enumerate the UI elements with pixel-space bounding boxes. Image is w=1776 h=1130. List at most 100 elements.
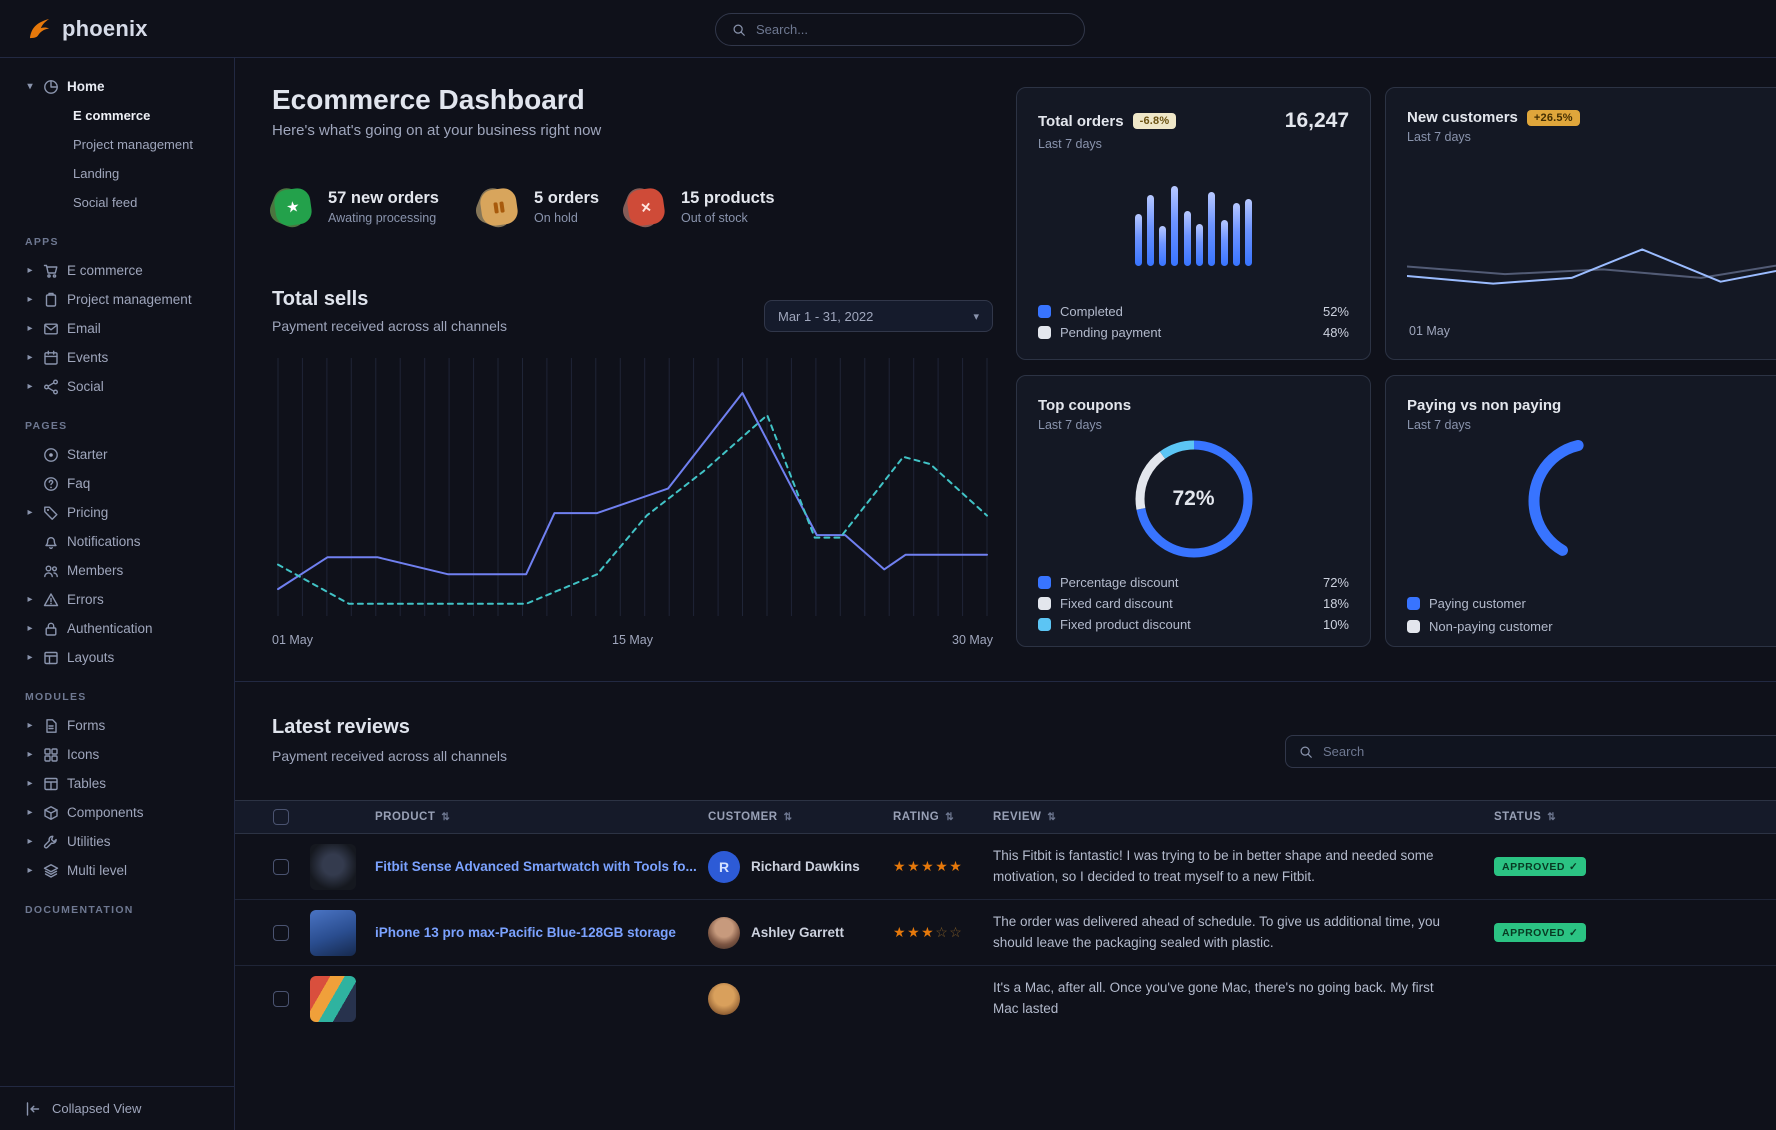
sidebar-item-notifications[interactable]: Notifications	[0, 527, 234, 556]
card-title: Paying vs non paying	[1407, 397, 1562, 414]
sidebar-section-modules: MODULES	[25, 691, 87, 703]
page-title: Ecommerce Dashboard	[272, 84, 585, 115]
collapse-left-icon	[25, 1101, 41, 1117]
sidebar-section-documentation: DOCUMENTATION	[25, 904, 134, 916]
stat-new-orders: ★ 57 new orders Awating processing	[266, 184, 439, 232]
question-circle-icon	[43, 476, 59, 492]
global-search[interactable]	[715, 13, 1085, 46]
stat-out-of-stock: × 15 products Out of stock	[619, 184, 775, 232]
sidebar-item-label: Pricing	[67, 505, 109, 520]
sidebar-item-label: Components	[67, 805, 144, 820]
sidebar-subitem-e-commerce[interactable]: E commerce	[73, 108, 151, 123]
lock-icon	[43, 621, 59, 637]
sidebar-item-starter[interactable]: Starter	[0, 440, 234, 469]
customer-name: Richard Dawkins	[751, 859, 860, 874]
sidebar-item-members[interactable]: Members	[0, 556, 234, 585]
box-icon	[43, 805, 59, 821]
chevron-right-icon: ▸	[27, 381, 33, 392]
review-row: iPhone 13 pro max-Pacific Blue-128GB sto…	[235, 900, 1776, 966]
warning-triangle-icon	[43, 592, 59, 608]
sidebar-item-components[interactable]: ▸ Components	[0, 798, 234, 827]
legend-swatch	[1038, 618, 1051, 631]
latest-reviews-title: Latest reviews	[272, 716, 410, 738]
top-navbar: phoenix	[0, 0, 1776, 58]
column-header-status[interactable]: STATUS ⇅	[1494, 811, 1557, 823]
check-icon: ✓	[1568, 860, 1579, 873]
legend-value: 52%	[1322, 304, 1349, 319]
legend-value: 10%	[1322, 617, 1349, 632]
star-badge-icon: ★	[266, 184, 314, 232]
row-checkbox[interactable]	[273, 991, 289, 1007]
sidebar-item-errors[interactable]: ▸ Errors	[0, 585, 234, 614]
column-header-product[interactable]: PRODUCT ⇅	[375, 811, 451, 823]
row-checkbox[interactable]	[273, 858, 289, 875]
collapse-sidebar-button[interactable]: Collapsed View	[0, 1086, 234, 1130]
card-title: Total orders	[1038, 112, 1124, 130]
new-customers-card: New customers +26.5% Last 7 days 01 May	[1385, 87, 1776, 360]
sidebar-item-forms[interactable]: ▸ Forms	[0, 711, 234, 740]
stat-value: 15 products	[681, 189, 775, 207]
sidebar-item-authentication[interactable]: ▸ Authentication	[0, 614, 234, 643]
page-subtitle: Here's what's going on at your business …	[272, 122, 602, 139]
date-range-select[interactable]: Mar 1 - 31, 2022 ▾	[764, 300, 993, 332]
sidebar: ▾ Home E commerce Project management Lan…	[0, 58, 235, 1130]
sidebar-item-layouts[interactable]: ▸ Layouts	[0, 643, 234, 672]
sidebar-item-icons[interactable]: ▸ Icons	[0, 740, 234, 769]
users-icon	[43, 563, 59, 579]
brand-logo[interactable]: phoenix	[26, 15, 148, 42]
product-thumbnail[interactable]	[310, 843, 356, 890]
sort-icon: ⇅	[783, 811, 793, 823]
legend-swatch	[1038, 326, 1051, 339]
paying-legend: Paying customer Non-paying customer	[1407, 594, 1553, 636]
sidebar-item-label: Home	[67, 79, 105, 94]
stat-caption: On hold	[534, 211, 578, 225]
column-header-review[interactable]: REVIEW ⇅	[993, 811, 1057, 823]
avatar	[708, 916, 740, 949]
table-icon	[43, 776, 59, 792]
sidebar-item-project-management[interactable]: ▸ Project management	[0, 285, 234, 314]
sidebar-item-social[interactable]: ▸ Social	[0, 372, 234, 401]
x-badge-icon: ×	[619, 184, 667, 232]
sidebar-item-e-commerce[interactable]: ▸ E commerce	[0, 256, 234, 285]
chevron-right-icon: ▸	[27, 652, 33, 663]
search-icon	[1299, 745, 1313, 759]
select-all-checkbox[interactable]	[273, 809, 289, 825]
reviews-search-input[interactable]	[1323, 744, 1776, 759]
share-nodes-icon	[43, 379, 59, 395]
sidebar-item-events[interactable]: ▸ Events	[0, 343, 234, 372]
donut-center-value: 72%	[1172, 487, 1215, 510]
legend-label: Non-paying customer	[1429, 619, 1553, 634]
product-thumbnail[interactable]	[310, 909, 356, 956]
wrench-icon	[43, 834, 59, 850]
global-search-input[interactable]	[756, 22, 1068, 37]
legend-swatch	[1407, 620, 1420, 633]
sort-icon: ⇅	[945, 811, 955, 823]
reviews-table-header: PRODUCT ⇅ CUSTOMER ⇅ RATING ⇅ REVIEW ⇅ STATU…	[235, 800, 1776, 834]
sidebar-item-utilities[interactable]: ▸ Utilities	[0, 827, 234, 856]
sidebar-item-multi-level[interactable]: ▸ Multi level	[0, 856, 234, 885]
product-link[interactable]: Fitbit Sense Advanced Smartwatch with To…	[375, 858, 697, 874]
column-header-customer[interactable]: CUSTOMER ⇅	[708, 811, 793, 823]
sidebar-item-home[interactable]: ▾ Home	[0, 72, 234, 101]
review-row: It's a Mac, after all. Once you've gone …	[235, 966, 1776, 1032]
sidebar-item-faq[interactable]: Faq	[0, 469, 234, 498]
sidebar-subitem-project-management[interactable]: Project management	[73, 137, 193, 152]
coupons-legend: Percentage discount 72% Fixed card discou…	[1038, 573, 1349, 634]
sidebar-item-email[interactable]: ▸ Email	[0, 314, 234, 343]
check-icon: ✓	[1568, 926, 1579, 939]
avatar	[708, 983, 740, 1015]
row-checkbox[interactable]	[273, 924, 289, 941]
sidebar-item-pricing[interactable]: ▸ Pricing	[0, 498, 234, 527]
legend-label: Percentage discount	[1060, 575, 1179, 590]
column-header-rating[interactable]: RATING ⇅	[893, 811, 955, 823]
sidebar-item-label: E commerce	[67, 263, 143, 278]
bell-icon	[43, 534, 59, 550]
tag-icon	[43, 505, 59, 521]
product-link[interactable]: iPhone 13 pro max-Pacific Blue-128GB sto…	[375, 924, 676, 940]
product-thumbnail[interactable]	[310, 976, 356, 1022]
chevron-right-icon: ▸	[27, 865, 33, 876]
sidebar-subitem-landing[interactable]: Landing	[73, 166, 120, 181]
sidebar-subitem-social-feed[interactable]: Social feed	[73, 195, 138, 210]
sidebar-item-tables[interactable]: ▸ Tables	[0, 769, 234, 798]
reviews-search[interactable]	[1285, 735, 1776, 768]
